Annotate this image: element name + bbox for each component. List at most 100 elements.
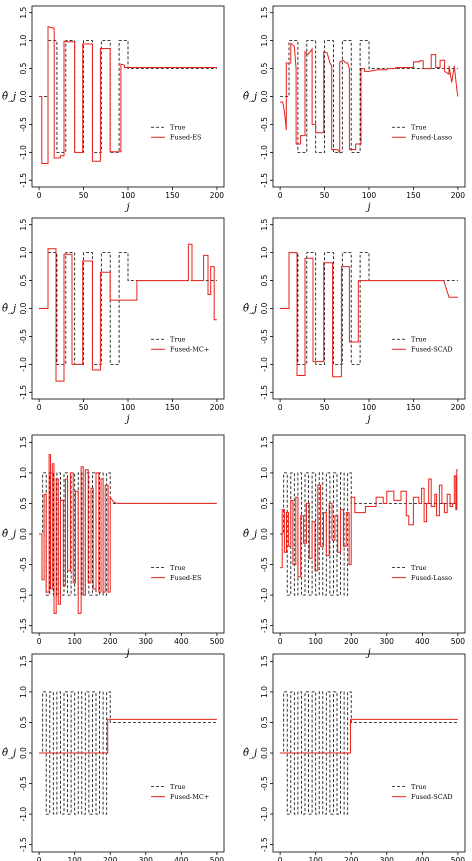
y-tick-label: -0.5 bbox=[19, 557, 28, 572]
y-axis-title: θ̂_j bbox=[243, 304, 257, 315]
y-tick-label: 1.0 bbox=[260, 686, 269, 698]
y-tick-label: 0.0 bbox=[19, 747, 28, 759]
panel-6: 0 100 200 300 400 500 -1.5 -1.0 -0.5 0.0 0.5 1.0 1.5… bbox=[243, 434, 466, 659]
x-tick-label: 200 bbox=[103, 637, 118, 646]
series-line-true bbox=[280, 691, 458, 815]
x-tick-label: 300 bbox=[139, 637, 154, 646]
x-axis-title: j bbox=[365, 414, 370, 425]
y-tick-label: -1.0 bbox=[260, 807, 269, 822]
x-tick-label: 300 bbox=[139, 856, 154, 861]
y-tick-label: 1.5 bbox=[260, 7, 269, 19]
series-line-fused-scad bbox=[280, 718, 458, 754]
x-tick-label: 200 bbox=[451, 403, 466, 412]
panel-1: 0 50 100 150 200 -1.5 -1.0 -0.5 0.0 0.5 1.0 1.5 j θ̂_… bbox=[2, 5, 225, 213]
x-tick-label: 100 bbox=[362, 191, 377, 200]
y-tick-label: -0.5 bbox=[260, 329, 269, 344]
x-axis-title: j bbox=[365, 648, 370, 659]
legend-label: True bbox=[170, 783, 186, 791]
legend-label: Fused-Lasso bbox=[411, 134, 452, 142]
plot-frame bbox=[272, 5, 466, 188]
x-tick-label: 100 bbox=[309, 856, 324, 861]
y-tick-label: 1.5 bbox=[19, 219, 28, 231]
series-line-true bbox=[280, 252, 458, 365]
legend-label: True bbox=[411, 783, 427, 791]
x-tick-label: 0 bbox=[37, 191, 42, 200]
legend: True Fused-MC+ bbox=[151, 783, 209, 801]
y-tick-label: -1.0 bbox=[260, 145, 269, 160]
y-tick-label: 0.5 bbox=[260, 274, 269, 286]
y-axis-title: θ̂_j bbox=[2, 529, 16, 540]
y-tick-label: -0.5 bbox=[19, 776, 28, 791]
y-tick-label: -1.5 bbox=[19, 173, 28, 188]
x-tick-label: 100 bbox=[68, 637, 83, 646]
series-line-true bbox=[39, 691, 217, 815]
y-tick-label: 0.5 bbox=[19, 716, 28, 728]
x-tick-label: 0 bbox=[37, 637, 42, 646]
y-axis-title: θ̂_j bbox=[243, 529, 257, 540]
panel-5: 0 100 200 300 400 500 -1.5 -1.0 -0.5 0.0 0.5 1.0 1.5… bbox=[2, 434, 225, 659]
y-tick-label: -1.5 bbox=[19, 837, 28, 852]
panel-4: 0 50 100 150 200 -1.5 -1.0 -0.5 0.0 0.5 1.0 1.5 j θ̂_… bbox=[243, 217, 466, 425]
x-tick-label: 100 bbox=[362, 403, 377, 412]
y-tick-label: 0.5 bbox=[19, 274, 28, 286]
y-tick-label: -1.5 bbox=[260, 837, 269, 852]
y-tick-label: -1.5 bbox=[19, 385, 28, 400]
x-tick-label: 200 bbox=[103, 856, 118, 861]
y-tick-label: 1.5 bbox=[260, 436, 269, 448]
y-tick-label: -1.5 bbox=[260, 618, 269, 633]
series-line-fused-mc- bbox=[39, 718, 217, 754]
legend: True Fused-Lasso bbox=[392, 124, 452, 142]
y-tick-label: -1.5 bbox=[19, 618, 28, 633]
y-tick-label: -0.5 bbox=[260, 557, 269, 572]
x-tick-label: 200 bbox=[210, 403, 225, 412]
x-tick-label: 150 bbox=[165, 403, 180, 412]
y-tick-label: 0.0 bbox=[19, 90, 28, 102]
x-tick-label: 100 bbox=[121, 403, 136, 412]
y-tick-label: 0.0 bbox=[260, 90, 269, 102]
panel-3: 0 50 100 150 200 -1.5 -1.0 -0.5 0.0 0.5 1.0 1.5 j θ̂_… bbox=[2, 217, 225, 425]
legend-label: Fused-SCAD bbox=[411, 793, 453, 801]
y-tick-label: 1.0 bbox=[19, 246, 28, 258]
x-tick-label: 0 bbox=[37, 403, 42, 412]
x-tick-label: 0 bbox=[278, 403, 283, 412]
x-axis-title: j bbox=[124, 648, 129, 659]
plot-frame bbox=[272, 217, 466, 400]
y-tick-label: -1.0 bbox=[19, 588, 28, 603]
legend: True Fused-Lasso bbox=[392, 564, 452, 582]
y-tick-label: 1.0 bbox=[19, 467, 28, 479]
x-tick-label: 500 bbox=[451, 637, 466, 646]
x-tick-label: 300 bbox=[380, 637, 395, 646]
legend: True Fused-ES bbox=[151, 124, 201, 142]
x-tick-label: 150 bbox=[406, 191, 421, 200]
y-tick-label: 1.0 bbox=[260, 34, 269, 46]
y-axis-title: θ̂_j bbox=[2, 748, 16, 759]
x-tick-label: 50 bbox=[79, 191, 89, 200]
y-tick-label: 0.5 bbox=[19, 62, 28, 74]
y-tick-label: 1.5 bbox=[19, 436, 28, 448]
y-tick-label: -0.5 bbox=[19, 117, 28, 132]
x-tick-label: 150 bbox=[406, 403, 421, 412]
x-tick-label: 0 bbox=[278, 191, 283, 200]
y-tick-label: 1.0 bbox=[260, 467, 269, 479]
x-tick-label: 50 bbox=[320, 403, 330, 412]
legend: True Fused-SCAD bbox=[392, 783, 453, 801]
y-tick-label: 0.5 bbox=[19, 497, 28, 509]
x-tick-label: 0 bbox=[278, 856, 283, 861]
y-axis-title: θ̂_j bbox=[2, 92, 16, 103]
plot-frame bbox=[31, 217, 225, 400]
panel-8: 0 100 200 300 400 500 -1.5 -1.0 -0.5 0.0 0.5 1.0 1.5… bbox=[243, 653, 466, 861]
legend-label: True bbox=[411, 336, 427, 344]
x-tick-label: 500 bbox=[210, 637, 225, 646]
y-tick-label: 1.0 bbox=[19, 34, 28, 46]
series-line-true bbox=[39, 40, 217, 153]
x-tick-label: 50 bbox=[79, 403, 89, 412]
y-tick-label: -1.0 bbox=[19, 357, 28, 372]
legend-label: Fused-ES bbox=[170, 574, 201, 582]
y-tick-label: 1.0 bbox=[19, 686, 28, 698]
y-tick-label: 0.0 bbox=[260, 528, 269, 540]
series-line-fused-lasso bbox=[280, 469, 458, 578]
y-tick-label: -0.5 bbox=[19, 329, 28, 344]
legend-label: True bbox=[170, 564, 186, 572]
series-line-fused-lasso bbox=[280, 42, 459, 155]
y-tick-label: 0.5 bbox=[260, 716, 269, 728]
